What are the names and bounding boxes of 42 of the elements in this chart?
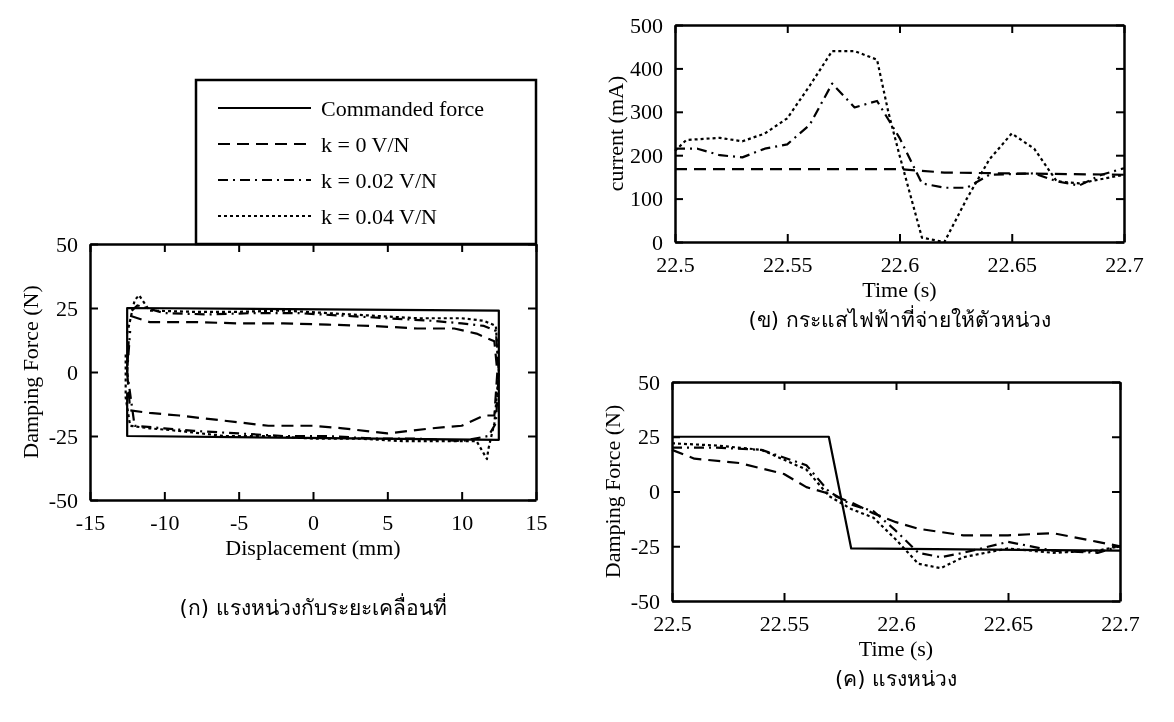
y-tick-label: -50 <box>48 487 78 513</box>
legend-label: Commanded force <box>321 95 485 121</box>
x-tick-label: 5 <box>382 509 394 535</box>
y-tick-label: 500 <box>630 12 663 38</box>
y-axis-title: Damping Force (N) <box>600 404 625 579</box>
legend-label: k = 0 V/N <box>321 131 410 157</box>
y-tick-label: 0 <box>67 359 78 385</box>
legend-label: k = 0.04 V/N <box>321 203 438 229</box>
y-axis-title: Damping Force (N) <box>18 285 43 459</box>
x-tick-label: 0 <box>308 509 319 535</box>
x-axis-title: Displacement (mm) <box>225 535 401 560</box>
y-tick-label: 300 <box>630 99 663 125</box>
text: (ข) กระแสไฟฟ้าที่จ่ายให้ตัวหน่วง <box>748 305 1051 332</box>
x-tick-label: 22.65 <box>983 610 1034 636</box>
x-tick-label: -15 <box>75 509 106 535</box>
x-tick-label: 15 <box>525 509 548 535</box>
x-tick-label: 22.6 <box>880 251 920 277</box>
x-tick-label: 22.7 <box>1101 610 1140 636</box>
x-tick-label: 22.65 <box>987 251 1037 277</box>
text: (ค) แรงหน่วง <box>834 667 958 691</box>
legend-label: k = 0.02 V/N <box>321 167 438 193</box>
y-tick-label: 50 <box>56 231 78 257</box>
y-tick-label: 25 <box>638 424 660 450</box>
y-tick-label: 100 <box>630 186 663 212</box>
x-tick-label: 22.55 <box>759 610 810 636</box>
y-tick-label: -25 <box>630 533 660 559</box>
y-tick-label: 50 <box>638 369 660 395</box>
x-axis-title: Time (s) <box>858 636 934 661</box>
x-tick-label: 22.55 <box>763 251 813 277</box>
x-axis-title: Time (s) <box>862 277 937 302</box>
x-tick-label: 22.6 <box>877 610 916 636</box>
y-tick-label: 0 <box>649 479 660 505</box>
x-tick-label: 10 <box>451 509 474 535</box>
y-axis-title: current (mA) <box>603 75 628 192</box>
y-tick-label: 25 <box>56 295 78 321</box>
y-tick-label: -25 <box>48 423 78 449</box>
x-tick-label: 22.7 <box>1105 251 1144 277</box>
y-tick-label: 400 <box>630 55 663 81</box>
y-tick-label: 200 <box>630 142 663 168</box>
x-tick-label: -5 <box>230 509 249 535</box>
text: (ก) แรงหน่วงกับระยะเคลื่อนที่ <box>179 593 447 620</box>
x-tick-label: -10 <box>150 509 180 535</box>
